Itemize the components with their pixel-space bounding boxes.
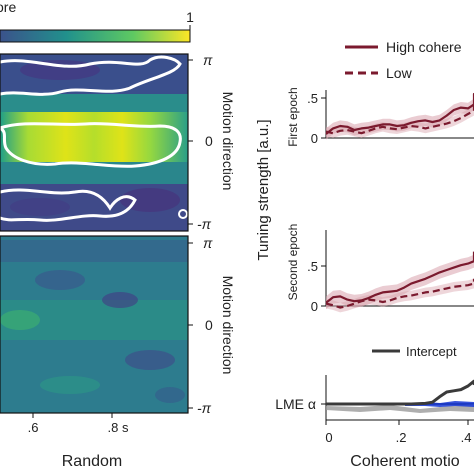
second-ytick-0: 0 (311, 299, 318, 314)
top-ytick-neg-pi: -π (197, 216, 212, 232)
second-epoch-low-band (326, 274, 474, 313)
bottom-ytick-neg-pi: -π (197, 400, 212, 416)
right-xlabel: Coherent motio (350, 453, 459, 470)
heatmap-top-frame (0, 53, 189, 232)
right-ylabel: Tuning strength [a.u.] (255, 119, 272, 260)
lme-intercept-line (326, 379, 474, 406)
colorbar-gradient (0, 29, 191, 43)
second-epoch-high-cohere-line (325, 251, 474, 304)
first-epoch-high-cohere-band (326, 88, 474, 140)
contour-dot (178, 209, 188, 219)
bottom-xtick-1: .8 s (108, 420, 129, 435)
heatmap-top: π 0 -π Motion direction (0, 52, 236, 232)
top-ylabel: Motion direction (220, 92, 236, 191)
second-epoch-low-line (325, 278, 474, 309)
legend-intercept: Intercept (372, 344, 457, 359)
first-ytick-0: 0 (311, 131, 318, 146)
colorbar-label: ore (0, 0, 16, 15)
bottom-ytick-pi: π (203, 235, 213, 251)
lme-panel: LME α 0 .2 .4 Coherent motio (275, 375, 474, 470)
legend-low-label: Low (386, 65, 413, 81)
colorbar-max-label: 1 (186, 9, 194, 25)
right-xtick-04: .4 (461, 430, 472, 445)
heatmap-bottom: π 0 -π Motion direction .6 .8 s Random (0, 235, 236, 470)
legend-high-label: High cohere (386, 39, 462, 55)
first-epoch-title: First epoch (286, 87, 300, 146)
legend: High cohere Low (345, 39, 462, 81)
first-epoch-low-band (326, 99, 474, 138)
bottom-ylabel: Motion direction (220, 276, 236, 375)
bottom-xlabel: Random (62, 453, 122, 470)
lme-gray-band (326, 404, 474, 413)
bottom-ytick-0: 0 (205, 317, 213, 333)
contour-middle (0, 122, 182, 168)
bottom-xtick-0: .6 (28, 420, 39, 435)
second-ytick-05: .5 (307, 259, 318, 274)
contour-bottom (0, 188, 137, 222)
lme-label: LME α (275, 396, 316, 412)
right-xtick-0: 0 (325, 430, 332, 445)
first-epoch-panel: First epoch .5 0 (286, 87, 474, 147)
first-ytick-05: .5 (307, 91, 318, 106)
first-epoch-low-line (325, 103, 474, 135)
right-xtick-02: .2 (396, 430, 407, 445)
colorbar: ore 1 (0, 0, 194, 43)
contour-top (0, 55, 182, 96)
second-epoch-panel: Second epoch .5 0 (286, 224, 474, 314)
top-ytick-0: 0 (205, 133, 213, 149)
top-ytick-pi: π (203, 52, 213, 68)
second-epoch-title: Second epoch (286, 224, 300, 301)
second-epoch-high-cohere-band (326, 245, 474, 310)
legend-intercept-label: Intercept (406, 344, 457, 359)
